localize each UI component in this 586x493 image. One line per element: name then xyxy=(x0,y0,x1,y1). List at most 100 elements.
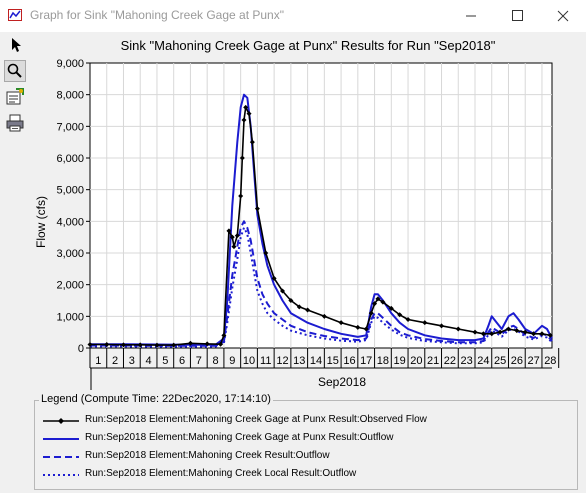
observed-marker xyxy=(405,317,411,322)
observed-marker xyxy=(218,341,224,347)
observed-marker xyxy=(87,342,93,348)
x-axis: 1 2 3 4 5 6 7 8 9 10 11 12 13 14 15 16 17 18 19 20 21 22 23 24 2… xyxy=(89,348,560,390)
observed-marker xyxy=(338,320,344,326)
legend-title: Legend (Compute Time: 22Dec2020, 17:14:1… xyxy=(39,393,273,405)
minimize-icon xyxy=(466,15,476,17)
window-title: Graph for Sink "Mahoning Creek Gage at P… xyxy=(30,8,284,22)
x-tick-label: 8 xyxy=(212,355,218,367)
legend-label-local-outflow: Run:Sep2018 Element:Mahoning Creek Local… xyxy=(85,468,357,479)
plot-area[interactable] xyxy=(89,62,553,349)
legend-label-creek-outflow: Run:Sep2018 Element:Mahoning Creek Resul… xyxy=(85,450,330,461)
graph-app-icon xyxy=(8,9,22,21)
x-tick-label: 19 xyxy=(394,355,406,367)
grid-lines xyxy=(90,63,552,348)
y-axis-label: Flow (cfs) xyxy=(34,196,48,248)
observed-marker xyxy=(120,342,126,348)
observed-marker xyxy=(355,324,361,330)
observed-marker xyxy=(271,275,277,281)
y-tick-label: 9,000 xyxy=(56,58,84,70)
flow-chart: Sink "Mahoning Creek Gage at Punx" Resul… xyxy=(34,38,560,390)
observed-marker xyxy=(104,342,110,348)
series-line-2 xyxy=(90,220,553,347)
observed-marker xyxy=(439,323,445,329)
observed-marker xyxy=(296,304,302,310)
x-tick-label: 24 xyxy=(477,355,489,367)
x-tick-label: 14 xyxy=(310,355,322,367)
zoom-icon xyxy=(7,63,22,78)
observed-marker xyxy=(522,329,528,335)
y-tick-label: 7,000 xyxy=(56,121,84,133)
properties-icon xyxy=(6,88,24,105)
observed-marker xyxy=(249,139,255,145)
pointer-icon xyxy=(12,38,21,52)
observed-marker xyxy=(246,111,252,117)
x-tick-label: 10 xyxy=(243,355,255,367)
y-tick-label: 3,000 xyxy=(56,248,84,260)
print-tool-button[interactable] xyxy=(4,112,26,134)
x-tick-label: 5 xyxy=(162,355,168,367)
x-tick-label: 3 xyxy=(129,355,135,367)
x-tick-label: 22 xyxy=(444,355,456,367)
maximize-icon xyxy=(512,10,523,21)
minimize-button[interactable] xyxy=(448,0,494,32)
x-tick-label: 2 xyxy=(112,355,118,367)
zoom-tool-button[interactable] xyxy=(4,60,26,82)
observed-marker xyxy=(397,312,403,318)
legend-swatch-creek-outflow xyxy=(43,456,79,458)
observed-marker xyxy=(238,193,244,199)
observed-marker xyxy=(226,228,232,234)
observed-marker xyxy=(539,331,545,337)
x-tick-label: 20 xyxy=(410,355,422,367)
x-tick-label: 4 xyxy=(146,355,152,367)
legend-label-observed-flow: Run:Sep2018 Element:Mahoning Creek Gage … xyxy=(85,414,427,425)
observed-marker xyxy=(280,288,285,294)
observed-marker xyxy=(514,328,520,334)
y-tick-label: 6,000 xyxy=(56,153,84,165)
x-tick-label: 11 xyxy=(260,355,271,367)
y-tick-label: 2,000 xyxy=(56,280,84,292)
y-tick-label: 1,000 xyxy=(56,311,84,323)
x-tick-label: 27 xyxy=(527,355,539,367)
legend-swatch-local-outflow xyxy=(43,474,79,476)
observed-marker xyxy=(229,234,235,240)
observed-marker xyxy=(231,244,237,250)
observed-marker xyxy=(241,117,247,123)
x-tick-label: 17 xyxy=(360,355,372,367)
graph-content: Sink "Mahoning Creek Gage at Punx" Resul… xyxy=(30,32,586,493)
observed-marker xyxy=(380,299,386,305)
observed-marker xyxy=(505,326,511,332)
x-tick-label: 15 xyxy=(327,355,339,367)
observed-marker xyxy=(497,329,503,335)
y-tick-label: 4,000 xyxy=(56,216,84,228)
observed-marker xyxy=(388,305,394,311)
x-tick-label: 16 xyxy=(343,355,355,367)
y-tick-label: 5,000 xyxy=(56,185,84,197)
x-tick-label: 21 xyxy=(427,355,439,367)
x-tick-label: 6 xyxy=(179,355,185,367)
observed-marker xyxy=(263,250,269,256)
observed-marker xyxy=(531,331,537,337)
y-tick-label: 0 xyxy=(78,343,84,355)
x-tick-label: 26 xyxy=(511,355,523,367)
x-axis-label: Sep2018 xyxy=(318,375,366,389)
observed-marker xyxy=(489,331,495,337)
x-tick-label: 25 xyxy=(494,355,506,367)
y-tick-label: 8,000 xyxy=(56,90,84,102)
x-tick-label: 18 xyxy=(377,355,389,367)
observed-marker xyxy=(422,320,428,326)
x-tick-label: 23 xyxy=(461,355,473,367)
legend-swatch-gage-outflow xyxy=(43,438,79,440)
maximize-button[interactable] xyxy=(494,0,540,32)
observed-marker xyxy=(243,104,249,110)
close-button[interactable] xyxy=(540,0,586,32)
observed-marker xyxy=(472,329,478,335)
print-icon xyxy=(6,114,24,132)
observed-marker xyxy=(375,296,381,302)
properties-tool-button[interactable] xyxy=(4,86,26,108)
observed-marker xyxy=(547,332,553,338)
pointer-tool-button[interactable] xyxy=(4,34,26,56)
x-tick-label: 12 xyxy=(276,355,288,367)
observed-marker xyxy=(455,326,461,332)
observed-marker xyxy=(204,341,210,347)
observed-marker xyxy=(171,342,177,348)
